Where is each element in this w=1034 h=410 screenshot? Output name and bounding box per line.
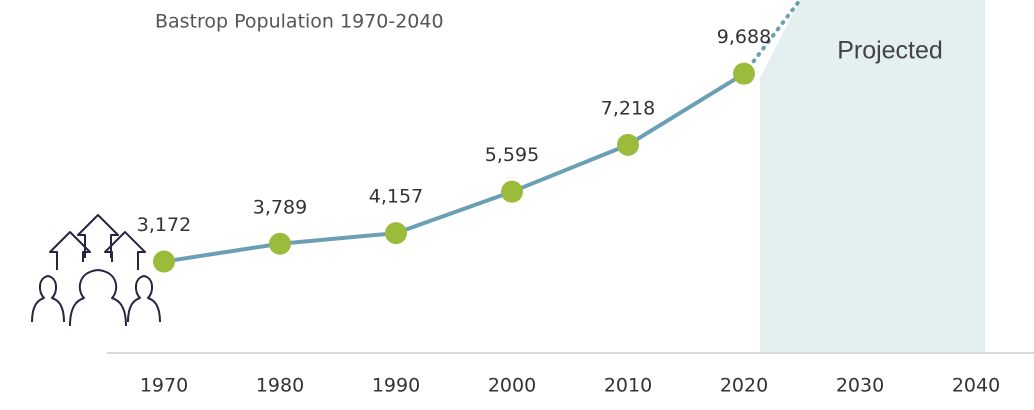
marker xyxy=(733,62,755,85)
value-label: 3,789 xyxy=(253,196,307,218)
projection-line xyxy=(742,0,802,76)
value-label: 9,688 xyxy=(717,26,771,48)
line xyxy=(163,71,746,264)
marker xyxy=(269,232,291,255)
x-tick-label: 2020 xyxy=(720,375,768,397)
marker xyxy=(501,180,523,203)
marker xyxy=(617,133,639,156)
people-icon xyxy=(31,214,161,327)
x-tick-label: 2000 xyxy=(488,375,536,397)
marker xyxy=(385,222,407,245)
x-tick-label: 2040 xyxy=(952,375,1000,397)
projected-label: Projected xyxy=(837,37,943,65)
marker xyxy=(153,250,175,273)
value-label: 4,157 xyxy=(369,186,423,208)
value-label: 3,172 xyxy=(137,214,191,236)
value-label: 7,218 xyxy=(601,97,655,119)
chart-title: Bastrop Population 1970-2040 xyxy=(155,11,444,33)
x-tick-label: 2030 xyxy=(836,375,884,397)
x-tick-label: 1970 xyxy=(140,375,188,397)
x-tick-label: 1980 xyxy=(256,375,304,397)
x-tick-label: 1990 xyxy=(372,375,420,397)
projected-region xyxy=(760,0,985,353)
value-label: 5,595 xyxy=(485,144,539,166)
x-tick-label: 2010 xyxy=(604,375,652,397)
